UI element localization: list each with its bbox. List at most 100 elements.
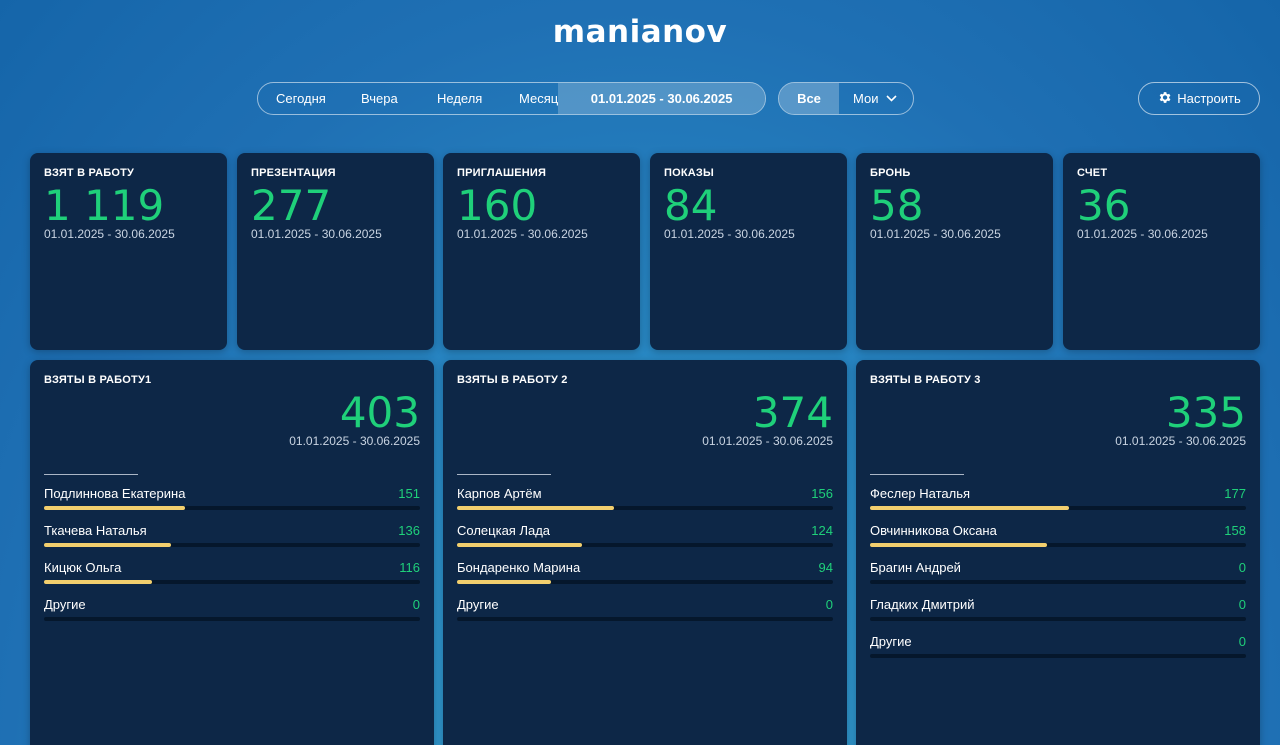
chevron-down-icon — [886, 95, 898, 102]
employee-name: Овчинникова Оксана — [870, 523, 997, 538]
employee-row[interactable]: Бондаренко Марина 94 — [457, 560, 833, 597]
employee-name: Другие — [870, 634, 912, 649]
period-week-button[interactable]: Неделя — [437, 91, 483, 106]
owner-mine-dropdown[interactable]: Мои — [839, 83, 913, 114]
period-yesterday-button[interactable]: Вчера — [361, 91, 398, 106]
stat-card-showings[interactable]: ПОКАЗЫ 84 01.01.2025 - 30.06.2025 — [650, 153, 847, 350]
employee-value: 0 — [1238, 560, 1246, 575]
progress-track — [457, 617, 833, 621]
employee-value: 116 — [399, 560, 420, 575]
stat-value: 36 — [1077, 181, 1131, 230]
period-selector: Сегодня Вчера Неделя Месяц 01.01.2025 - … — [257, 82, 766, 115]
employee-name: Карпов Артём — [457, 486, 542, 501]
employee-value: 0 — [1238, 634, 1246, 649]
team-title: ВЗЯТЫ В РАБОТУ1 — [44, 374, 152, 386]
employee-name: Феслер Наталья — [870, 486, 971, 501]
employee-row[interactable]: Кицюк Ольга 116 — [44, 560, 420, 597]
period-today-button[interactable]: Сегодня — [276, 91, 326, 106]
employee-value: 124 — [811, 523, 833, 538]
employee-value: 177 — [1224, 486, 1246, 501]
divider — [870, 474, 964, 475]
app-title: manianov — [552, 14, 728, 50]
stat-card-invoice[interactable]: СЧЕТ 36 01.01.2025 - 30.06.2025 — [1063, 153, 1260, 350]
divider — [457, 474, 551, 475]
team-rows: Карпов Артём 156 Солецкая Лада 124 Бондаренк… — [457, 486, 833, 634]
period-range-button[interactable]: 01.01.2025 - 30.06.2025 — [558, 83, 765, 114]
progress-fill — [44, 580, 153, 584]
stat-title: ПРЕЗЕНТАЦИЯ — [251, 167, 336, 179]
period-month-button[interactable]: Месяц — [519, 91, 559, 106]
employee-row[interactable]: Солецкая Лада 124 — [457, 523, 833, 560]
employee-value: 158 — [1224, 523, 1246, 538]
employee-value: 0 — [412, 597, 420, 612]
employee-row[interactable]: Гладких Дмитрий 0 — [870, 597, 1246, 634]
team-card-2: ВЗЯТЫ В РАБОТУ 2 374 01.01.2025 - 30.06.… — [443, 360, 847, 745]
employee-row[interactable]: Другие 0 — [457, 597, 833, 634]
employee-value: 94 — [818, 560, 833, 575]
employee-row[interactable]: Брагин Андрей 0 — [870, 560, 1246, 597]
employee-row[interactable]: Другие 0 — [870, 634, 1246, 671]
employee-name: Брагин Андрей — [870, 560, 961, 575]
stat-period: 01.01.2025 - 30.06.2025 — [870, 227, 1001, 241]
team-card-3: ВЗЯТЫ В РАБОТУ 3 335 01.01.2025 - 30.06.… — [856, 360, 1260, 745]
employee-value: 0 — [825, 597, 833, 612]
progress-track — [870, 654, 1246, 658]
settings-label: Настроить — [1177, 91, 1241, 106]
stat-period: 01.01.2025 - 30.06.2025 — [664, 227, 795, 241]
team-total: 374 — [752, 388, 833, 437]
progress-fill — [44, 543, 171, 547]
progress-track — [44, 617, 420, 621]
stat-value: 84 — [664, 181, 718, 230]
stat-period: 01.01.2025 - 30.06.2025 — [1077, 227, 1208, 241]
progress-track — [457, 580, 833, 584]
employee-row[interactable]: Овчинникова Оксана 158 — [870, 523, 1246, 560]
team-total: 335 — [1165, 388, 1246, 437]
employee-row[interactable]: Карпов Артём 156 — [457, 486, 833, 523]
progress-track — [457, 543, 833, 547]
employee-name: Гладких Дмитрий — [870, 597, 975, 612]
settings-button[interactable]: Настроить — [1138, 82, 1260, 115]
employee-value: 151 — [398, 486, 420, 501]
stat-title: СЧЕТ — [1077, 167, 1108, 179]
stat-card-in-work[interactable]: ВЗЯТ В РАБОТУ 1 119 01.01.2025 - 30.06.2… — [30, 153, 227, 350]
employee-value: 156 — [811, 486, 833, 501]
employee-row[interactable]: Феслер Наталья 177 — [870, 486, 1246, 523]
team-title: ВЗЯТЫ В РАБОТУ 3 — [870, 374, 981, 386]
progress-track — [44, 506, 420, 510]
stat-title: ВЗЯТ В РАБОТУ — [44, 167, 135, 179]
stat-value: 277 — [251, 181, 332, 230]
progress-fill — [457, 543, 582, 547]
team-rows: Феслер Наталья 177 Овчинникова Оксана 158 Бр… — [870, 486, 1246, 671]
stat-card-presentation[interactable]: ПРЕЗЕНТАЦИЯ 277 01.01.2025 - 30.06.2025 — [237, 153, 434, 350]
employee-name: Кицюк Ольга — [44, 560, 122, 575]
employee-name: Бондаренко Марина — [457, 560, 581, 575]
stat-value: 1 119 — [44, 181, 165, 230]
stat-period: 01.01.2025 - 30.06.2025 — [44, 227, 175, 241]
team-total: 403 — [339, 388, 420, 437]
employee-row[interactable]: Подлиннова Екатерина 151 — [44, 486, 420, 523]
progress-track — [870, 506, 1246, 510]
team-period: 01.01.2025 - 30.06.2025 — [1115, 434, 1246, 448]
employee-name: Другие — [44, 597, 86, 612]
stat-title: БРОНЬ — [870, 167, 911, 179]
progress-fill — [44, 506, 185, 510]
stat-value: 58 — [870, 181, 924, 230]
progress-track — [870, 543, 1246, 547]
employee-row[interactable]: Другие 0 — [44, 597, 420, 634]
team-card-1: ВЗЯТЫ В РАБОТУ1 403 01.01.2025 - 30.06.2… — [30, 360, 434, 745]
stat-card-booking[interactable]: БРОНЬ 58 01.01.2025 - 30.06.2025 — [856, 153, 1053, 350]
stat-value: 160 — [457, 181, 538, 230]
stat-period: 01.01.2025 - 30.06.2025 — [457, 227, 588, 241]
progress-track — [44, 580, 420, 584]
progress-track — [44, 543, 420, 547]
stat-period: 01.01.2025 - 30.06.2025 — [251, 227, 382, 241]
owner-all-button[interactable]: Все — [779, 83, 839, 114]
employee-name: Другие — [457, 597, 499, 612]
employee-name: Солецкая Лада — [457, 523, 551, 538]
stat-card-invitations[interactable]: ПРИГЛАШЕНИЯ 160 01.01.2025 - 30.06.2025 — [443, 153, 640, 350]
team-period: 01.01.2025 - 30.06.2025 — [289, 434, 420, 448]
employee-value: 136 — [398, 523, 420, 538]
employee-value: 0 — [1238, 597, 1246, 612]
progress-track — [870, 617, 1246, 621]
employee-row[interactable]: Ткачева Наталья 136 — [44, 523, 420, 560]
